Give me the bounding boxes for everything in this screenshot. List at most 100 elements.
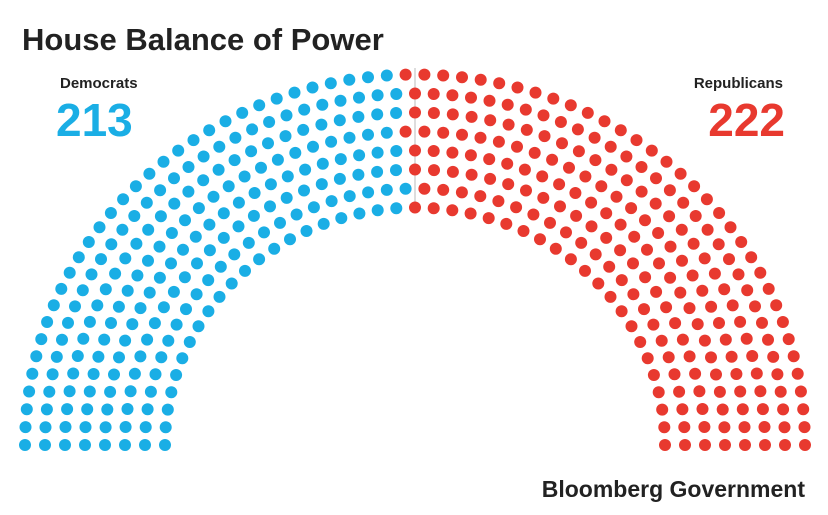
- seat: [592, 277, 605, 290]
- seat: [307, 140, 319, 153]
- seat: [564, 253, 577, 266]
- seat: [674, 286, 687, 299]
- seat: [641, 352, 654, 365]
- seat: [660, 155, 673, 168]
- seat: [298, 184, 310, 197]
- seat: [333, 172, 346, 185]
- seat: [446, 146, 459, 159]
- seat: [549, 242, 562, 255]
- seat: [446, 204, 459, 217]
- seat: [324, 77, 337, 90]
- seat: [168, 172, 180, 185]
- seat: [740, 332, 753, 345]
- seat: [409, 201, 421, 214]
- seat: [141, 403, 154, 416]
- seat: [180, 303, 192, 316]
- seat: [679, 439, 691, 451]
- seat: [121, 284, 134, 297]
- seat: [119, 252, 132, 265]
- seat: [178, 271, 191, 284]
- seat: [289, 146, 302, 159]
- seat: [634, 336, 647, 348]
- seat: [446, 108, 459, 121]
- seat: [270, 92, 283, 105]
- chart-title: House Balance of Power: [22, 22, 384, 57]
- seat: [534, 233, 546, 246]
- seat: [673, 385, 686, 398]
- seat: [325, 135, 338, 148]
- seat: [736, 403, 749, 416]
- seat: [134, 350, 147, 363]
- seat: [93, 221, 106, 234]
- seat: [614, 124, 627, 137]
- seat: [172, 144, 185, 157]
- seat: [298, 103, 311, 116]
- seat: [59, 439, 71, 451]
- seat: [418, 125, 431, 138]
- seat: [588, 131, 601, 144]
- seat: [46, 368, 59, 381]
- seat: [705, 351, 717, 364]
- seat: [157, 155, 170, 168]
- seat: [604, 290, 617, 303]
- seat: [712, 238, 725, 251]
- seat: [105, 238, 118, 251]
- seat: [63, 266, 76, 279]
- seat: [297, 123, 310, 136]
- seat: [79, 439, 91, 451]
- seat: [228, 154, 241, 167]
- seat: [148, 317, 161, 330]
- seat: [630, 134, 643, 147]
- seat: [547, 92, 560, 105]
- seat: [723, 253, 735, 266]
- seat: [242, 236, 255, 249]
- seat: [683, 350, 696, 363]
- seat: [585, 196, 598, 209]
- seat: [343, 73, 356, 86]
- seat: [362, 186, 375, 199]
- seat: [222, 180, 235, 193]
- seat: [228, 248, 241, 261]
- seat: [170, 369, 183, 381]
- seat: [371, 146, 384, 159]
- seat: [635, 161, 648, 173]
- seat: [121, 403, 134, 415]
- seat: [182, 185, 195, 198]
- seat: [537, 191, 550, 204]
- seat: [700, 193, 713, 206]
- seat: [82, 236, 95, 248]
- seat: [316, 98, 329, 111]
- seat: [83, 315, 96, 328]
- seat: [427, 88, 440, 100]
- seat: [664, 271, 677, 284]
- seat: [538, 130, 551, 143]
- seat: [701, 223, 714, 236]
- seat: [79, 421, 92, 434]
- legend-label: Democrats: [60, 75, 138, 92]
- seat: [713, 317, 725, 329]
- seat: [563, 161, 575, 174]
- seat: [754, 385, 767, 398]
- seat: [575, 236, 588, 249]
- seat: [464, 149, 477, 162]
- seat: [517, 225, 530, 237]
- seat: [23, 385, 36, 398]
- seat: [168, 197, 181, 210]
- seat: [639, 271, 652, 284]
- seat: [676, 403, 689, 416]
- seat: [362, 71, 374, 84]
- seat: [219, 115, 232, 128]
- seat: [572, 145, 585, 158]
- seat: [157, 301, 170, 314]
- seat: [91, 299, 104, 312]
- seat: [101, 403, 114, 416]
- seat: [699, 439, 711, 451]
- seat: [756, 316, 768, 329]
- seat: [371, 204, 384, 217]
- seat: [677, 196, 690, 209]
- seat: [556, 137, 568, 150]
- seat: [762, 333, 774, 346]
- seat: [144, 385, 157, 398]
- seat: [279, 130, 292, 143]
- seat: [782, 333, 795, 346]
